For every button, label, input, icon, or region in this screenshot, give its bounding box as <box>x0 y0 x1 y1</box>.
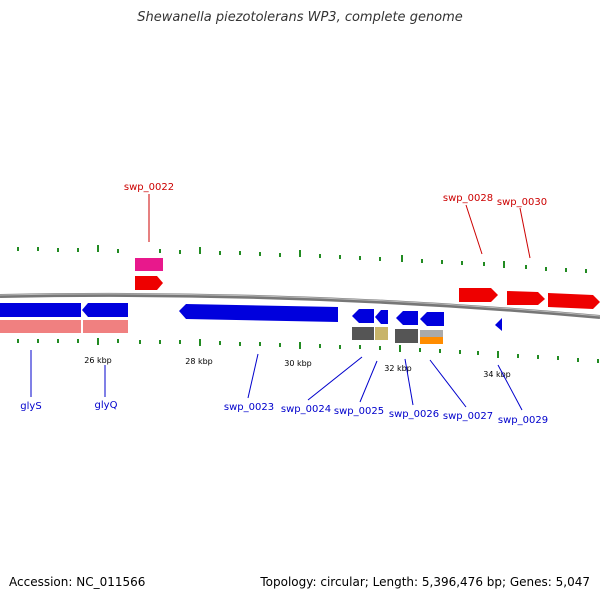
gene-arrow-swp-0022[interactable] <box>135 276 163 290</box>
gene-arrow-swp-0029[interactable] <box>495 318 502 331</box>
feature-bar-glyQ[interactable] <box>83 320 128 333</box>
gene-label-glyQ[interactable]: glyQ <box>95 400 118 411</box>
gene-arrow-swp-0024[interactable] <box>352 309 374 323</box>
gene-arrow-swp-0025[interactable] <box>375 310 388 324</box>
gene-label-swp-0029[interactable]: swp_0029 <box>498 415 548 426</box>
gene-label-swp-0030[interactable]: swp_0030 <box>497 197 547 208</box>
gene-arrow-swp-0026[interactable] <box>396 311 418 325</box>
gene-label-swp-0028[interactable]: swp_0028 <box>443 193 493 204</box>
feature-swp-0024[interactable] <box>352 327 374 340</box>
gene-arrow-swp-0027[interactable] <box>420 312 444 326</box>
gene-arrow-swp-0030-a[interactable] <box>507 291 545 305</box>
scale-label-30kbp: 30 kbp <box>284 359 312 368</box>
gene-arrow-glyQ[interactable] <box>82 303 128 317</box>
rna-gene-swp-0022[interactable] <box>135 258 163 271</box>
lower-tick-row <box>17 338 599 363</box>
feature-swp-0027-bottom[interactable] <box>420 337 443 344</box>
gene-label-swp-0026[interactable]: swp_0026 <box>389 409 439 420</box>
genome-summary-text: Topology: circular; Length: 5,396,476 bp… <box>260 575 590 589</box>
genome-backbone <box>0 292 600 319</box>
scale-label-32kbp: 32 kbp <box>384 364 412 373</box>
bottom-leader-lines <box>30 350 523 411</box>
upper-tick-row <box>17 245 587 273</box>
gene-label-swp-0022[interactable]: swp_0022 <box>124 182 174 193</box>
gene-label-swp-0027[interactable]: swp_0027 <box>443 411 493 422</box>
gene-arrow-swp-0030-b[interactable] <box>548 293 600 309</box>
feature-swp-0026[interactable] <box>395 329 418 343</box>
feature-swp-0027-top[interactable] <box>420 330 443 337</box>
gene-arrow-glyS[interactable] <box>0 303 81 317</box>
top-leader-lines <box>148 194 531 259</box>
gene-arrow-swp-0028[interactable] <box>459 288 498 302</box>
scale-label-28kbp: 28 kbp <box>185 357 213 366</box>
gene-label-swp-0023[interactable]: swp_0023 <box>224 402 274 413</box>
feature-bar-glyS[interactable] <box>0 320 81 333</box>
map-title: Shewanella piezotolerans WP3, complete g… <box>137 10 463 25</box>
gene-arrow-swp-0023[interactable] <box>179 304 338 322</box>
gene-label-swp-0024[interactable]: swp_0024 <box>281 404 331 415</box>
gene-label-glyS[interactable]: glyS <box>20 401 41 412</box>
feature-swp-0025[interactable] <box>375 327 388 340</box>
gene-label-swp-0025[interactable]: swp_0025 <box>334 406 384 417</box>
scale-label-34kbp: 34 kbp <box>483 370 511 379</box>
accession-text: Accession: NC_011566 <box>9 575 146 589</box>
scale-label-26kbp: 26 kbp <box>84 356 112 365</box>
